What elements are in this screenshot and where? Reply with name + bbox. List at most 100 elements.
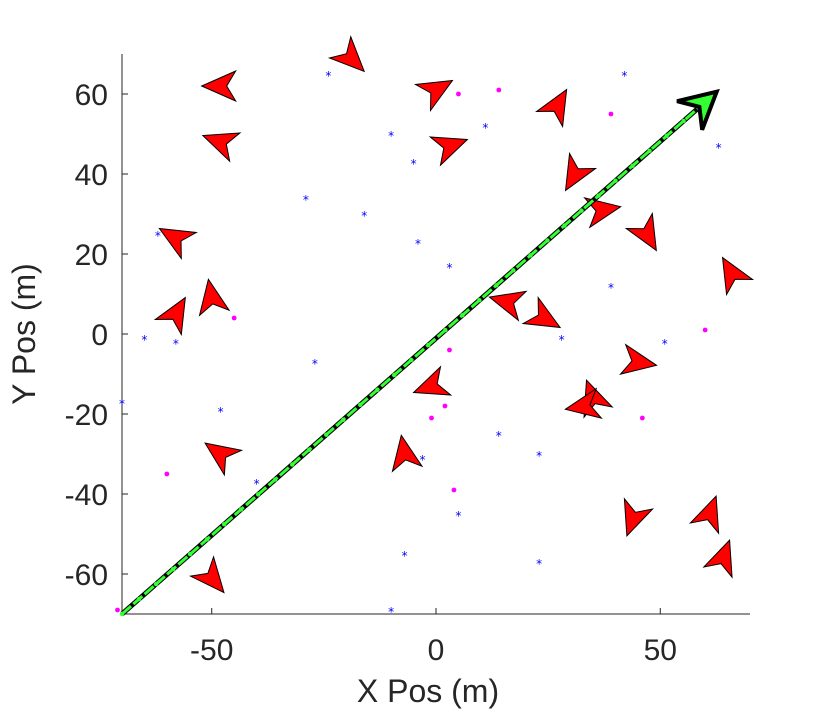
- agent-marker: [412, 365, 453, 396]
- agent-marker: [535, 88, 568, 129]
- magenta-point: [115, 607, 120, 613]
- trajectory-point: [272, 477, 278, 482]
- agent-arrowhead: [702, 538, 733, 579]
- trajectory-point: [153, 581, 159, 587]
- path-arrowhead-shape: [676, 88, 720, 131]
- blue-point: *: [312, 357, 318, 371]
- y-tick-label: -60: [65, 559, 108, 592]
- agent-marker: [619, 343, 658, 376]
- magenta-point: [496, 87, 502, 93]
- agent-arrowhead: [412, 365, 453, 396]
- trajectory-point: [494, 283, 499, 288]
- blue-point: *: [621, 69, 627, 83]
- trajectory-point: [187, 552, 193, 557]
- agent-arrowhead: [521, 295, 562, 329]
- trajectory-point: [528, 253, 533, 258]
- y-axis-title: Y Pos (m): [6, 263, 42, 405]
- agent-arrowhead: [535, 88, 568, 129]
- agent-arrowhead: [564, 387, 603, 420]
- agent-arrowhead: [413, 79, 454, 113]
- trajectory-point: [392, 372, 397, 378]
- blue-point: *: [446, 261, 452, 275]
- agent-marker: [583, 196, 622, 229]
- agent-marker: [564, 387, 603, 420]
- agent-marker: [624, 211, 657, 252]
- agent-arrowhead: [583, 196, 622, 229]
- blue-point: *: [303, 193, 309, 207]
- magenta-point: [451, 487, 457, 493]
- trajectory-point: [341, 417, 346, 422]
- agent-marker: [488, 290, 528, 322]
- agent-arrowhead: [188, 555, 225, 594]
- trajectory-point: [613, 178, 618, 183]
- trajectory-point: [630, 163, 635, 168]
- agent-arrowhead: [198, 278, 231, 317]
- agent-marker: [721, 256, 755, 297]
- magenta-point: [429, 415, 434, 421]
- blue-point: *: [608, 281, 614, 295]
- agent-marker: [201, 132, 242, 163]
- y-tick-label: 20: [75, 239, 108, 272]
- trajectory-point: [307, 447, 312, 452]
- blue-point: *: [119, 397, 125, 411]
- blue-point: *: [361, 209, 367, 223]
- y-tick-label: 60: [75, 79, 108, 112]
- agent-marker: [204, 442, 244, 477]
- blue-point: *: [455, 509, 461, 523]
- magenta-point: [442, 403, 448, 409]
- trajectory-point: [238, 507, 244, 512]
- agent-arrowhead: [623, 497, 655, 538]
- trajectory-point: [562, 223, 567, 228]
- trajectory-point: [409, 357, 414, 363]
- agent-markers: [153, 35, 755, 594]
- blue-point: *: [536, 557, 542, 571]
- axes: -50 0 50 -60 -40 -20 0 20 40 60: [65, 54, 750, 667]
- agent-arrowhead: [564, 151, 598, 192]
- blue-point: *: [420, 453, 426, 467]
- trajectory-point: [170, 566, 176, 572]
- x-tick-label: -50: [190, 634, 233, 667]
- path-arrowhead: [676, 88, 720, 131]
- blue-point: *: [411, 157, 417, 171]
- trajectory-point: [477, 298, 482, 303]
- blue-point: *: [388, 129, 394, 143]
- trajectory-point: [358, 402, 363, 408]
- agent-marker: [623, 497, 655, 538]
- trajectory-point: [375, 387, 380, 393]
- x-axis-title: X Pos (m): [357, 673, 499, 709]
- trajectory-point: [579, 208, 584, 213]
- agent-arrowhead: [201, 132, 242, 163]
- magenta-point: [639, 415, 645, 421]
- agent-arrowhead: [204, 442, 244, 477]
- agent-marker: [327, 35, 366, 73]
- x-tick-label: 50: [644, 634, 677, 667]
- trajectory-point: [460, 312, 465, 318]
- magenta-point: [447, 347, 452, 353]
- y-tick-label: -20: [65, 399, 108, 432]
- agent-marker: [413, 79, 454, 113]
- agent-arrowhead: [624, 211, 657, 252]
- trajectory-point: [664, 133, 669, 139]
- agent-marker: [564, 151, 598, 192]
- blue-point: *: [388, 605, 394, 619]
- sensor-points: * * * * * * * * * * * * * * * * * * * * * * * * * * *: [115, 69, 722, 619]
- blue-point: *: [559, 333, 565, 347]
- agent-arrowhead: [488, 290, 528, 322]
- blue-point: *: [482, 121, 488, 135]
- trajectory-point: [255, 492, 261, 497]
- agent-arrowhead: [391, 434, 424, 473]
- blue-point: *: [218, 405, 224, 419]
- trajectory-point: [204, 537, 210, 542]
- trajectory-point: [426, 342, 431, 348]
- trajectory-point: [443, 327, 448, 333]
- magenta-point: [231, 315, 237, 321]
- trajectory-point: [596, 193, 601, 198]
- trajectory-point: [647, 148, 652, 154]
- agent-marker: [521, 295, 562, 329]
- agent-arrowhead: [688, 494, 720, 535]
- blue-point: *: [325, 69, 331, 83]
- agent-marker: [188, 555, 225, 594]
- blue-point: *: [155, 229, 161, 243]
- blue-point: *: [536, 449, 542, 463]
- agent-arrowhead: [327, 35, 366, 73]
